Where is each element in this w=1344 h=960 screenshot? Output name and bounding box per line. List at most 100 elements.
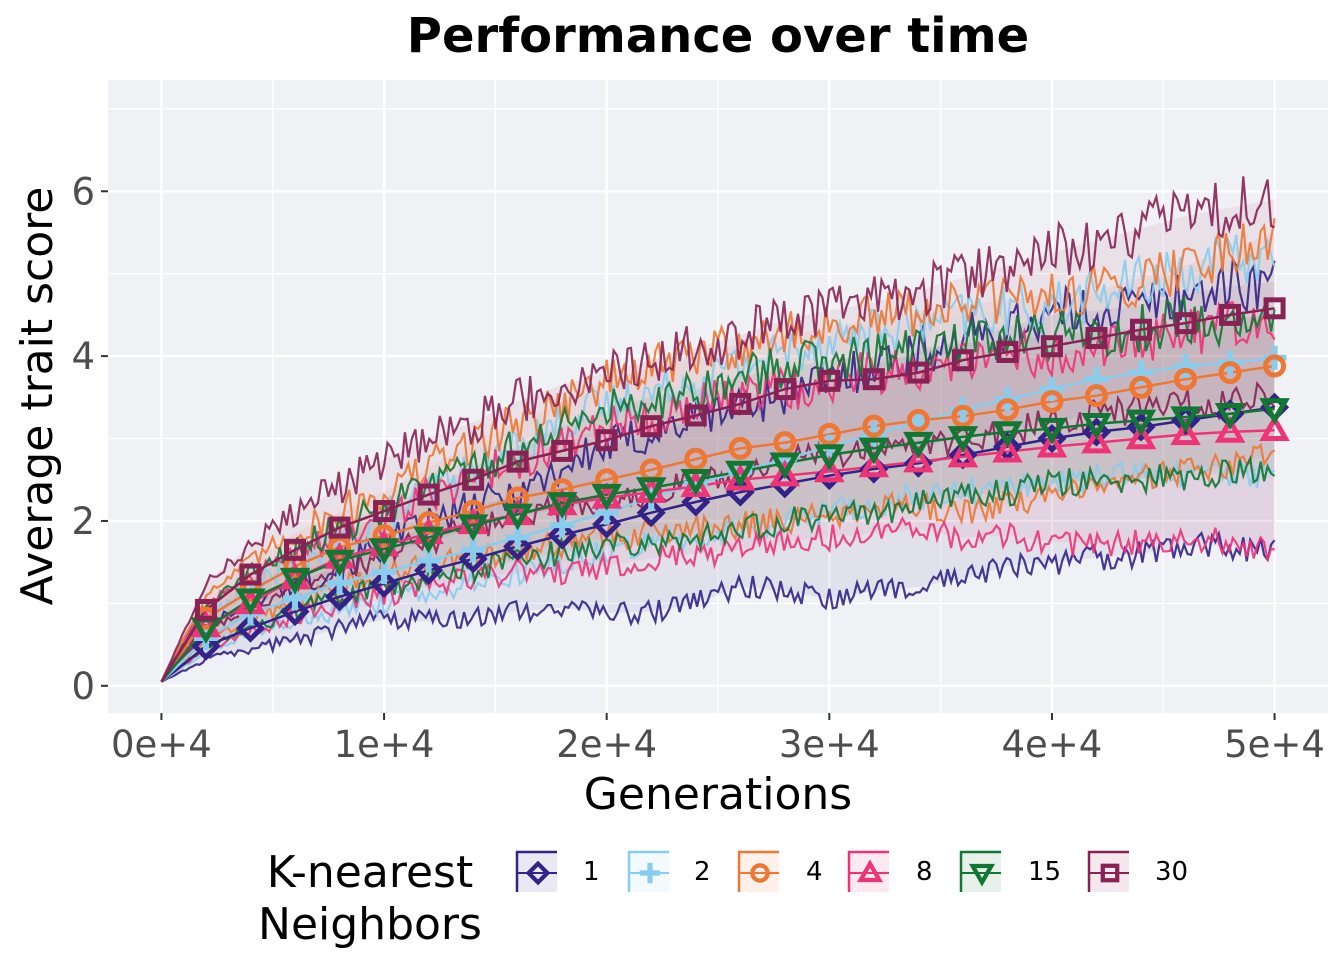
- series-marker-15: [1170, 406, 1201, 434]
- series-marker-1: [235, 613, 266, 643]
- series-marker-15: [814, 444, 845, 472]
- series-marker-8: [856, 859, 884, 883]
- series-marker-1: [458, 544, 488, 574]
- x-tick-label: 2e+4: [556, 723, 657, 766]
- series-marker-30: [506, 450, 529, 473]
- series-upper-30: [160, 176, 1275, 683]
- series-marker-4: [773, 431, 797, 455]
- series-marker-8: [1125, 422, 1157, 450]
- legend-title-line-1: K-nearest: [266, 847, 474, 898]
- x-axis-label: Generations: [584, 769, 852, 820]
- series-marker-30: [1040, 335, 1063, 358]
- series-marker-15: [235, 588, 266, 616]
- legend-label-1: 1: [583, 857, 600, 887]
- legend-key-2: [627, 850, 669, 892]
- series-marker-15: [947, 426, 979, 453]
- series-marker-8: [724, 463, 756, 491]
- legend-label-30: 30: [1155, 857, 1189, 887]
- series-marker-8: [858, 450, 890, 478]
- series-marker-4: [995, 398, 1019, 422]
- legend-label-2: 2: [694, 857, 711, 887]
- series-marker-1: [547, 520, 577, 550]
- chart-title: Performance over time: [406, 8, 1030, 64]
- series-marker-30: [818, 369, 841, 392]
- series-ribbon-8: [161, 323, 1275, 682]
- x-tick-label: 4e+4: [1002, 723, 1103, 766]
- series-marker-30: [640, 415, 663, 438]
- series-marker-4: [550, 478, 574, 502]
- legend-key-30: [1087, 850, 1129, 892]
- series-marker-1: [503, 531, 533, 562]
- y-tick-label: 0: [71, 665, 95, 708]
- series-marker-1: [525, 860, 551, 886]
- series-marker-30: [239, 563, 262, 586]
- series-marker-15: [591, 483, 622, 511]
- series-marker-30: [996, 340, 1019, 363]
- series-marker-30: [1219, 303, 1242, 326]
- series-marker-15: [502, 503, 533, 531]
- series-marker-15: [413, 526, 444, 554]
- series-marker-4: [862, 414, 886, 438]
- series-marker-8: [947, 440, 979, 468]
- x-tick-label: 3e+4: [779, 723, 880, 766]
- series-marker-8: [368, 529, 400, 557]
- series-marker-30: [951, 349, 974, 372]
- series-marker-4: [1218, 361, 1242, 385]
- series-ribbon-4: [161, 232, 1275, 682]
- series-marker-4: [728, 436, 752, 460]
- series-marker-15: [992, 421, 1023, 448]
- y-axis-label: Average trait score: [12, 187, 63, 606]
- legend-key-1: [515, 850, 557, 892]
- series-marker-1: [414, 555, 444, 585]
- series-marker-15: [368, 538, 400, 566]
- y-tick-label: 2: [71, 500, 95, 543]
- series-marker-4: [1174, 367, 1198, 391]
- series-marker-15: [1214, 403, 1246, 430]
- legend-key-15: [959, 850, 1001, 892]
- series-marker-4: [1129, 375, 1153, 399]
- legend-key-8: [847, 850, 889, 892]
- series-marker-30: [373, 500, 396, 523]
- series-marker-30: [1100, 863, 1120, 883]
- series-marker-15: [324, 549, 355, 577]
- series-marker-2: [461, 537, 486, 562]
- series-marker-15: [1036, 417, 1068, 445]
- series-marker-1: [191, 631, 221, 661]
- series-marker-30: [729, 392, 752, 415]
- series-marker-30: [462, 468, 485, 491]
- x-tick-label: 5e+4: [1224, 723, 1325, 766]
- series-marker-8: [1170, 418, 1201, 446]
- series-marker-8: [769, 459, 801, 487]
- legend-title-line-2: Neighbors: [258, 899, 482, 950]
- series-marker-1: [280, 597, 310, 627]
- y-tick-label: 6: [71, 170, 95, 213]
- legend-label-4: 4: [806, 857, 823, 887]
- legend-label-15: 15: [1028, 857, 1062, 887]
- series-marker-8: [1081, 426, 1112, 454]
- x-tick-label: 1e+4: [334, 723, 435, 766]
- series-marker-30: [1174, 312, 1197, 335]
- series-marker-15: [858, 437, 890, 465]
- series-lower-1: [160, 530, 1276, 683]
- series-marker-2: [1039, 377, 1064, 402]
- series-marker-8: [1036, 430, 1068, 458]
- series-marker-30: [551, 439, 574, 462]
- series-marker-30: [1085, 326, 1108, 349]
- series-marker-15: [769, 452, 801, 480]
- series-marker-15: [457, 514, 489, 542]
- series-marker-8: [992, 435, 1023, 463]
- y-tick-label: 4: [71, 335, 95, 378]
- series-marker-8: [814, 455, 845, 483]
- series-marker-15: [546, 492, 578, 519]
- series-marker-15: [968, 863, 996, 887]
- series-marker-8: [1259, 414, 1290, 442]
- series-marker-30: [595, 429, 618, 452]
- series-marker-4: [461, 499, 485, 523]
- series-marker-15: [1259, 398, 1290, 425]
- series-marker-15: [1125, 409, 1157, 437]
- series-marker-30: [1129, 318, 1152, 341]
- series-marker-2: [1173, 354, 1198, 379]
- legend-key-4: [737, 850, 779, 892]
- series-marker-30: [417, 483, 440, 506]
